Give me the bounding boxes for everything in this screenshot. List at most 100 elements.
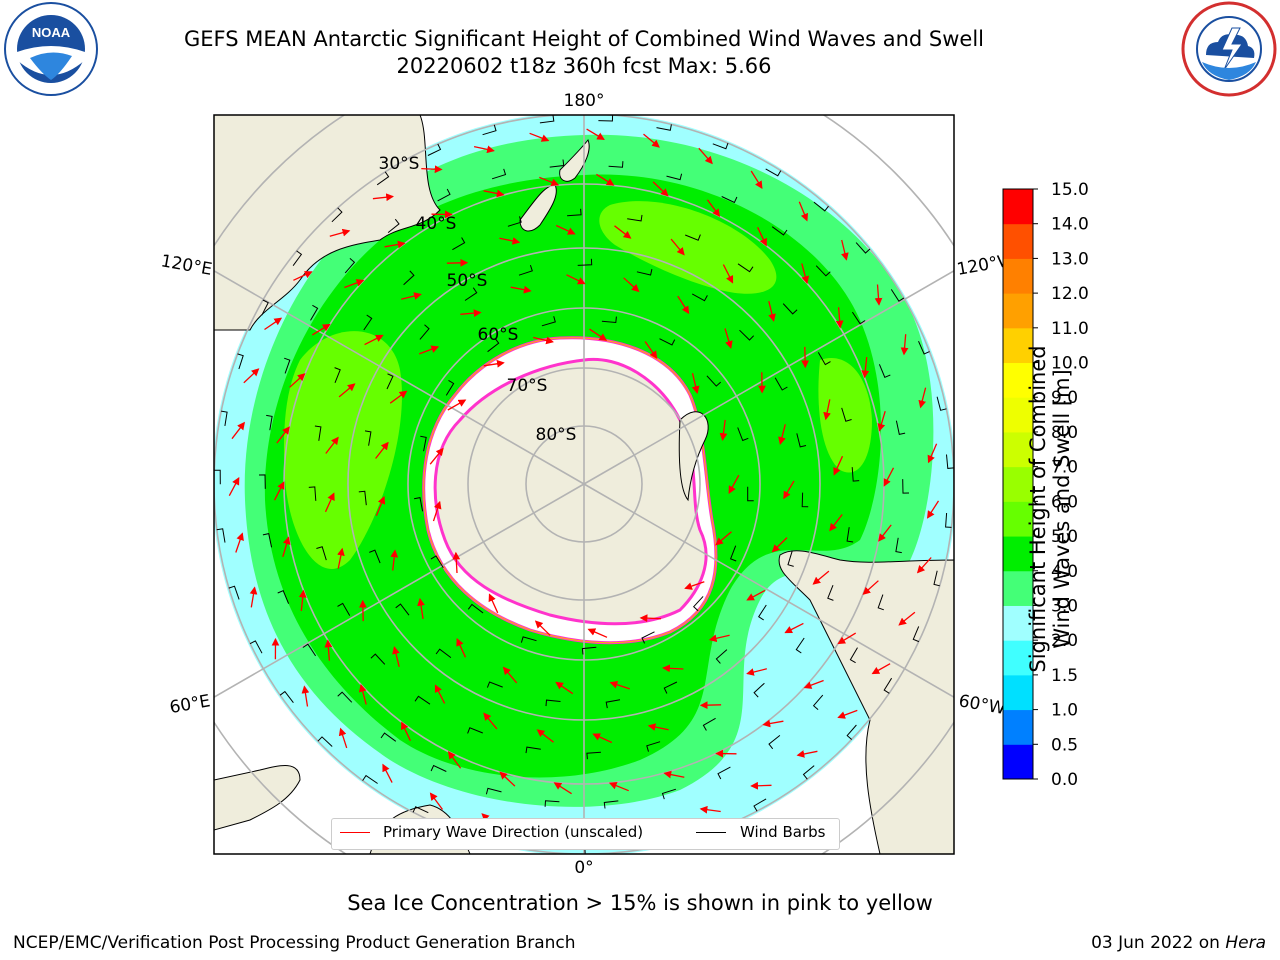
wave-direction-arrow — [324, 492, 335, 513]
wave-direction-arrows — [228, 128, 940, 839]
wave-direction-arrow — [801, 263, 810, 285]
wave-direction-arrow — [566, 274, 586, 285]
colorbar-segment — [1003, 327, 1033, 364]
wind-barb — [846, 527, 854, 543]
wind-barb — [666, 173, 683, 181]
wind-barb — [577, 258, 593, 266]
wind-barb — [605, 699, 621, 709]
wind-barb — [636, 268, 653, 276]
wave-direction-arrow — [900, 334, 909, 356]
wave-direction-arrow — [325, 436, 339, 454]
colorbar-segment — [1003, 397, 1033, 433]
wind-barb — [314, 425, 322, 441]
wave-direction-arrow — [447, 751, 462, 769]
wind-barb — [659, 338, 676, 346]
map-frame — [213, 114, 955, 855]
polar-map — [214, 115, 954, 854]
wave-direction-arrow — [801, 346, 810, 369]
wave-direction-arrow — [768, 301, 776, 322]
wind-barb — [395, 603, 410, 616]
wind-barb — [685, 234, 701, 241]
colorbar-tick-label: 1.0 — [1051, 701, 1078, 721]
wind-barb — [262, 533, 273, 548]
wave-direction-arrow — [877, 411, 886, 432]
wave-direction-arrow — [871, 663, 891, 675]
wave-direction-arrow — [878, 524, 892, 542]
wind-barb — [715, 649, 728, 664]
wind-barb — [337, 602, 351, 616]
wind-barb — [768, 735, 781, 750]
wind-barb — [467, 603, 484, 614]
wind-barb — [216, 528, 226, 543]
wave-direction-arrow — [874, 284, 883, 306]
wind-barb — [663, 681, 678, 694]
wind-barb — [646, 741, 661, 752]
wave-direction-arrow — [536, 729, 554, 743]
wind-barb — [452, 237, 466, 251]
wind-barb — [855, 242, 871, 254]
wind-barb — [902, 479, 910, 494]
colorbar-tick-label: 14.0 — [1051, 215, 1089, 235]
wind-barb — [946, 454, 954, 469]
wave-direction-arrow — [803, 679, 824, 689]
wind-barb — [237, 353, 244, 370]
colorbar-segment — [1003, 362, 1033, 398]
wave-direction-legend-label: Primary Wave Direction (unscaled) — [383, 823, 644, 841]
wind-barb — [796, 433, 807, 448]
africa-land — [214, 765, 301, 831]
wave-direction-arrow — [796, 750, 818, 758]
colorbar-title: Significant Height of Combined Wind Wave… — [1026, 299, 1074, 719]
wave-direction-arrow — [812, 570, 830, 585]
colorbar-tick-label: 6.0 — [1051, 492, 1078, 512]
wave-direction-arrow — [837, 709, 858, 719]
wave-direction-arrow — [289, 373, 306, 388]
wind-barb — [485, 787, 502, 795]
wind-barb — [851, 311, 866, 325]
wind-barb — [437, 188, 451, 202]
wave-direction-arrow — [750, 781, 772, 790]
colorbar-tick-label: 8.0 — [1051, 423, 1078, 443]
wind-barb — [317, 736, 333, 747]
wave-direction-arrow — [778, 424, 786, 445]
wind-barb — [815, 265, 831, 277]
wind-barb — [369, 549, 381, 564]
wind-barb — [601, 316, 617, 324]
lon-label-180: 180° — [564, 91, 605, 111]
wind-barb — [427, 143, 442, 156]
wave-field-5-6m-west — [283, 331, 402, 569]
wave-direction-arrow — [372, 193, 394, 202]
wave-direction-arrow — [375, 495, 386, 516]
wave-direction-arrow — [298, 589, 307, 611]
colorbar-tick-label: 4.0 — [1051, 562, 1078, 582]
wave-direction-arrow — [823, 399, 831, 421]
wave-direction-arrow — [724, 328, 733, 349]
colorbar-title-line2: Wind Waves and Swell [m] — [1050, 369, 1074, 649]
wave-direction-arrow — [926, 500, 940, 519]
wave-direction-arrow — [460, 309, 482, 317]
sea-ice-note: Sea Ice Concentration > 15% is shown in … — [347, 891, 933, 915]
colorbar-segment — [1003, 674, 1033, 711]
wind-barb — [787, 551, 794, 567]
wave-direction-arrow — [384, 240, 406, 249]
wave-direction-arrow — [344, 279, 365, 289]
colorbar-segment — [1003, 189, 1033, 225]
wind-barb — [525, 746, 541, 754]
colorbar-tick-label: 7.0 — [1051, 458, 1078, 478]
noaa-logo-text: NOAA — [32, 25, 71, 40]
wind-barb — [541, 316, 556, 327]
wind-barb — [419, 324, 430, 340]
wave-direction-arrow — [499, 237, 521, 245]
wind-barb — [758, 604, 767, 621]
wind-barb — [284, 357, 291, 374]
colorbar-tick-label: 10.0 — [1051, 354, 1089, 374]
map-legend: Primary Wave Direction (unscaled) Wind B… — [331, 818, 840, 850]
wind-barb — [598, 115, 614, 122]
wave-direction-arrow — [715, 531, 732, 546]
colorbar-segment — [1003, 605, 1033, 641]
wave-direction-arrow — [677, 295, 690, 315]
wind-barb — [782, 303, 798, 315]
wind-barb — [445, 379, 455, 396]
wave-direction-arrow — [483, 712, 498, 730]
wind-barb — [266, 414, 273, 431]
wind-barb — [774, 377, 788, 391]
